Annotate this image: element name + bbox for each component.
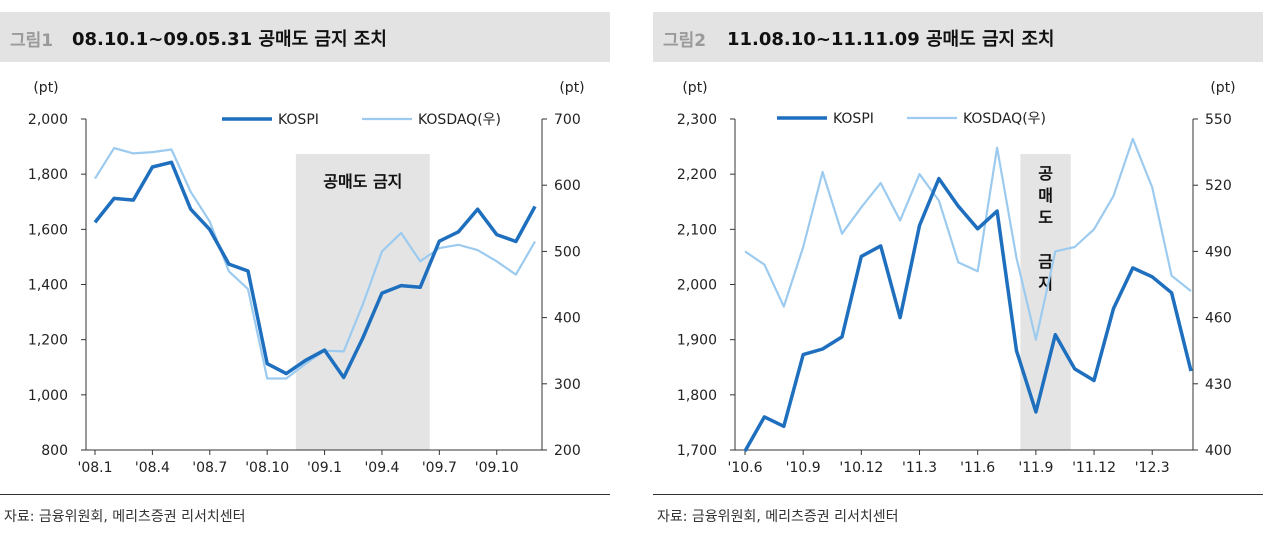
fig2-right-tick-label: 550 — [1205, 112, 1232, 128]
fig1-right-tick-label: 400 — [554, 311, 581, 327]
fig2-left-unit: (pt) — [682, 80, 707, 96]
fig1-left-tick-label: 1,000 — [28, 388, 68, 404]
fig2-shaded-label: 매 — [1038, 186, 1053, 205]
figure-2-label: 그림2 — [663, 31, 707, 51]
fig2-x-tick-label: '11.9 — [1018, 460, 1053, 476]
fig1-left-tick-label: 1,600 — [28, 222, 68, 238]
fig1-right-tick-label: 300 — [554, 377, 581, 393]
fig2-shaded-label: 금 — [1038, 252, 1053, 271]
fig1-right-tick-label: 700 — [554, 112, 581, 128]
fig1-x-tick-label: '08.7 — [192, 460, 227, 476]
figure-1-label: 그림1 — [10, 31, 54, 51]
fig2-left-tick-label: 2,100 — [677, 222, 717, 238]
figure-2-title: 11.08.10~11.11.09 공매도 금지 조치 — [727, 29, 1055, 50]
fig1-x-tick-label: '08.4 — [135, 460, 170, 476]
fig1-right-unit: (pt) — [559, 80, 584, 96]
fig2-left-tick-label: 1,900 — [677, 333, 717, 349]
fig1-legend-label-kospi: KOSPI — [278, 112, 319, 128]
figure-2-titlebar: 그림2 11.08.10~11.11.09 공매도 금지 조치 — [653, 12, 1263, 62]
fig2-right-tick-label: 400 — [1205, 443, 1232, 459]
fig2-left-tick-label: 2,200 — [677, 167, 717, 183]
fig2-x-tick-label: '11.3 — [902, 460, 937, 476]
figure-2-panel: 그림2 11.08.10~11.11.09 공매도 금지 조치 공 매 도 금 지 (pt… — [653, 12, 1263, 532]
fig2-right-unit: (pt) — [1210, 80, 1235, 96]
fig1-right-tick-label: 500 — [554, 244, 581, 260]
fig2-left-tick-label: 2,300 — [677, 112, 717, 128]
fig2-series-line-kospi — [743, 176, 1193, 452]
figure-1-titlebar: 그림1 08.10.1~09.05.31 공매도 금지 조치 — [0, 12, 610, 62]
fig1-left-tick-label: 800 — [41, 443, 68, 459]
fig1-series-line-kospi — [93, 160, 537, 380]
fig1-left-tick-label: 1,800 — [28, 167, 68, 183]
fig1-x-tick-label: '08.10 — [245, 460, 289, 476]
fig1-x-tick-label: '09.7 — [422, 460, 457, 476]
fig1-right-tick-label: 200 — [554, 443, 581, 459]
figure-1-title: 08.10.1~09.05.31 공매도 금지 조치 — [72, 29, 387, 50]
fig2-shaded-label: 도 — [1038, 208, 1053, 227]
fig2-x-tick-label: '11.12 — [1072, 460, 1116, 476]
fig2-legend-label-kosdaq: KOSDAQ(우) — [963, 111, 1046, 127]
fig2-x-tick-label: '10.6 — [727, 460, 762, 476]
fig2-x-tick-label: '10.12 — [839, 460, 883, 476]
fig1-left-tick-label: 1,200 — [28, 333, 68, 349]
figure-1-source-divider — [0, 494, 610, 495]
fig2-x-tick-label: '11.6 — [960, 460, 995, 476]
fig2-x-tick-label: '10.9 — [786, 460, 821, 476]
figure-2-source-divider — [653, 494, 1263, 495]
figure-2-source: 자료: 금융위원회, 메리츠증권 리서치센터 — [657, 509, 899, 525]
fig1-left-unit: (pt) — [33, 80, 58, 96]
fig1-x-tick-label: '08.1 — [77, 460, 112, 476]
fig2-left-tick-label: 1,700 — [677, 443, 717, 459]
fig2-right-tick-label: 490 — [1205, 244, 1232, 260]
fig1-right-tick-label: 600 — [554, 178, 581, 194]
fig2-right-tick-label: 460 — [1205, 311, 1232, 327]
fig1-series-line-kosdaq — [94, 146, 536, 380]
fig2-series-line-kosdaq — [744, 137, 1192, 341]
figure-1-chart: 공매도 금지 (pt) (pt) 2,000 1,800 1,600 1,400 1,200 1… — [28, 80, 585, 476]
fig2-right-tick-label: 430 — [1205, 377, 1232, 393]
fig2-shaded-label: 공 — [1038, 164, 1053, 183]
fig1-left-tick-label: 2,000 — [28, 112, 68, 128]
fig2-shaded-period — [1020, 154, 1071, 450]
fig2-left-tick-label: 2,000 — [677, 278, 717, 294]
fig1-legend-label-kosdaq: KOSDAQ(우) — [418, 112, 501, 128]
fig2-x-tick-label: '12.3 — [1135, 460, 1170, 476]
fig1-x-tick-label: '09.4 — [364, 460, 399, 476]
fig2-left-tick-label: 1,800 — [677, 388, 717, 404]
fig2-right-tick-label: 520 — [1205, 178, 1232, 194]
figure-1-panel: 그림1 08.10.1~09.05.31 공매도 금지 조치 공매도 금지 (pt… — [0, 12, 610, 532]
fig1-left-tick-label: 1,400 — [28, 278, 68, 294]
fig1-shaded-label: 공매도 금지 — [323, 172, 402, 191]
figure-1-source: 자료: 금융위원회, 메리츠증권 리서치센터 — [4, 509, 246, 525]
fig1-x-tick-label: '09.1 — [307, 460, 342, 476]
fig2-legend-label-kospi: KOSPI — [833, 111, 874, 127]
fig1-x-tick-label: '09.10 — [475, 460, 519, 476]
